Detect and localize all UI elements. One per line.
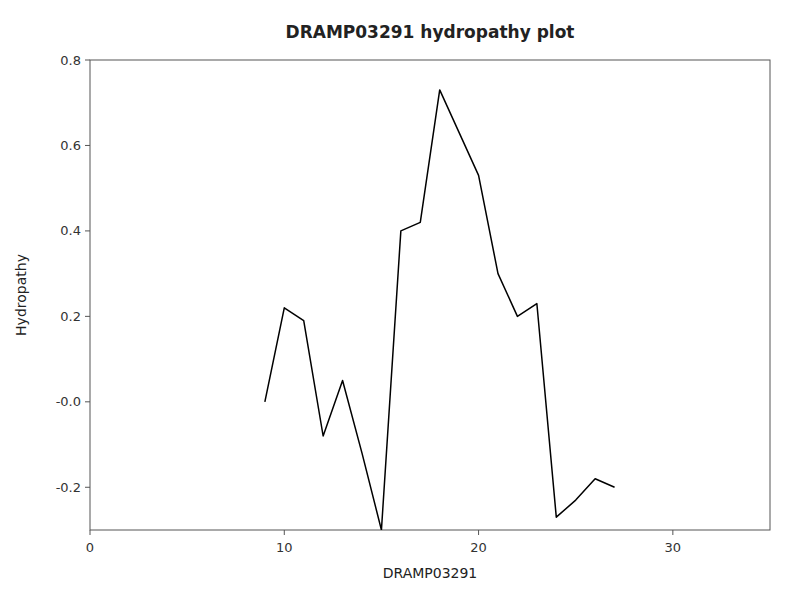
y-tick xyxy=(85,230,90,231)
chart-svg: 0 10 20 30 -0.2 -0.0 0.2 0.4 0.6 0.8 DRAMP03291 hy… xyxy=(0,0,800,600)
x-tick-label: 30 xyxy=(665,540,682,555)
x-tick xyxy=(672,530,673,535)
x-axis-label: DRAMP03291 xyxy=(383,565,478,581)
y-tick-label: -0.2 xyxy=(56,480,81,495)
y-tick-label: 0.6 xyxy=(60,138,81,153)
y-tick-label: 0.4 xyxy=(60,223,81,238)
x-tick xyxy=(90,530,91,535)
y-tick xyxy=(85,401,90,402)
data-line xyxy=(265,90,615,530)
y-tick xyxy=(85,487,90,488)
plot-area xyxy=(265,90,615,530)
plot-frame xyxy=(90,60,770,530)
y-tick-label: 0.2 xyxy=(60,309,81,324)
x-tick xyxy=(284,530,285,535)
x-tick-label: 0 xyxy=(86,540,94,555)
x-tick-label: 10 xyxy=(276,540,293,555)
x-tick xyxy=(478,530,479,535)
chart-container: 0 10 20 30 -0.2 -0.0 0.2 0.4 0.6 0.8 DRAMP03291 hy… xyxy=(0,0,800,600)
y-tick-label: 0.8 xyxy=(60,53,81,68)
y-tick-label: -0.0 xyxy=(56,394,81,409)
chart-title: DRAMP03291 hydropathy plot xyxy=(286,22,575,42)
y-tick xyxy=(85,145,90,146)
y-tick xyxy=(85,316,90,317)
x-tick-label: 20 xyxy=(470,540,487,555)
y-tick xyxy=(85,60,90,61)
y-axis-label: Hydropathy xyxy=(13,254,29,336)
